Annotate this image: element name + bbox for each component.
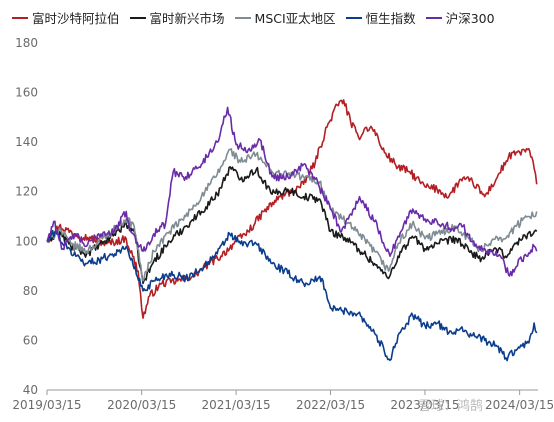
x-tick-label-3: 2022/03/15: [296, 398, 365, 412]
legend-label-2: MSCI亚太地区: [254, 11, 336, 26]
x-tick-label-2: 2021/03/15: [202, 398, 271, 412]
y-tick-label-7: 180: [15, 36, 38, 50]
legend-label-0: 富时沙特阿拉伯: [32, 11, 120, 26]
legend-swatch-4: [425, 16, 442, 19]
y-tick-label-0: 40: [23, 383, 38, 397]
legend-item-0: 富时沙特阿拉伯: [12, 8, 120, 27]
series-lines: [46, 99, 538, 362]
y-tick-label-5: 140: [15, 135, 38, 149]
legend-label-3: 恒生指数: [365, 11, 416, 26]
series-line-0: [46, 99, 538, 319]
y-tick-label-3: 100: [15, 234, 38, 248]
legend-label-1: 富时新兴市场: [149, 11, 225, 26]
series-line-4: [46, 106, 538, 277]
x-axis: 2019/03/15 2020/03/15 2021/03/15 2022/03/15…: [12, 389, 554, 412]
legend-label-4: 沪深300: [445, 11, 495, 26]
legend-item-2: MSCI亚太地区: [234, 8, 336, 27]
legend-item-4: 沪深300: [425, 8, 495, 27]
y-tick-label-6: 160: [15, 86, 38, 100]
y-axis-ticks: 40 60 80 100 120 140 160 180: [15, 36, 38, 397]
y-tick-label-4: 120: [15, 185, 38, 199]
legend-swatch-1: [129, 16, 146, 19]
x-tick-label-5: 2024/03/15: [485, 398, 554, 412]
series-line-3: [46, 229, 538, 362]
x-tick-label-1: 2020/03/15: [107, 398, 176, 412]
y-tick-label-2: 80: [23, 284, 38, 298]
watermark-text: 雪球：鸿鹄: [418, 398, 483, 414]
legend-swatch-2: [234, 16, 251, 19]
legend-item-1: 富时新兴市场: [129, 8, 225, 27]
legend: 富时沙特阿拉伯 富时新兴市场 MSCI亚太地区 恒生指数 沪深300: [12, 8, 495, 27]
legend-item-3: 恒生指数: [345, 8, 416, 27]
legend-swatch-0: [12, 16, 28, 19]
series-line-2: [46, 148, 538, 282]
y-tick-label-1: 60: [23, 333, 38, 347]
x-tick-label-0: 2019/03/15: [12, 398, 81, 412]
legend-swatch-3: [345, 16, 362, 19]
x-tick-label-4: 2023/03/15: [390, 398, 459, 412]
